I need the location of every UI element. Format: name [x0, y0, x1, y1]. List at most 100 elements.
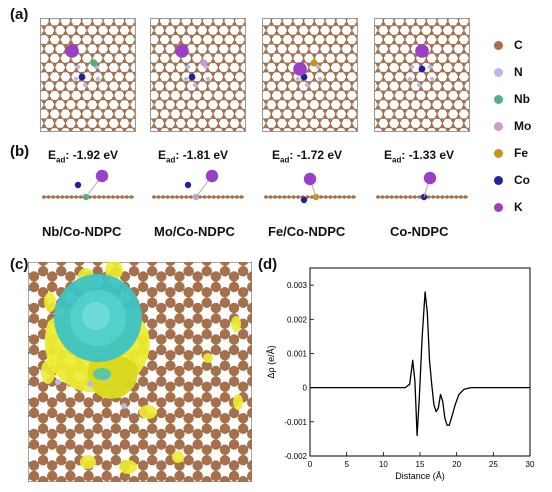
- x-axis-label: Distance (Å): [395, 471, 445, 481]
- system-name: Mo/Co-NDPC: [154, 224, 235, 239]
- slab-top-view: [375, 19, 469, 131]
- cobalt-atom: [184, 181, 192, 189]
- nitrogen-atom: [295, 76, 301, 82]
- carbon-atoms: [264, 19, 357, 131]
- charge-density-map: [28, 262, 252, 482]
- legend-item: Co: [494, 173, 530, 187]
- legend-item: N: [494, 65, 523, 79]
- slab-top-view: [151, 19, 245, 131]
- potassium-atom: [65, 44, 79, 58]
- cobalt-atom: [74, 181, 82, 189]
- potassium-atom: [95, 169, 109, 183]
- bond-network: [151, 19, 245, 131]
- x-tick-label: 25: [489, 460, 498, 469]
- system-name: Co-NDPC: [390, 224, 449, 239]
- atom-swatch-icon: [494, 148, 503, 158]
- potassium-atom: [303, 172, 317, 186]
- x-tick-label: 0: [308, 460, 313, 469]
- slab-side-view: [152, 169, 244, 201]
- system-name: Fe/Co-NDPC: [268, 224, 346, 239]
- y-tick-label: 0.001: [287, 349, 308, 358]
- atom-swatch-icon: [494, 40, 503, 50]
- bond-network: [375, 19, 469, 131]
- dopant-atom: [200, 59, 208, 67]
- panel-label-b: (b): [10, 143, 30, 160]
- plot-frame: [309, 267, 531, 457]
- potassium-atom: [205, 169, 219, 183]
- nitrogen-atom: [183, 76, 189, 82]
- slab-side-view: [376, 171, 468, 201]
- nitrogen-atom: [82, 82, 88, 88]
- charge-difference-chart: 0 5 10 15 20 25 30 -0.002 -0.001 0 0.001 0.002 0.003…: [266, 267, 535, 481]
- legend-label: Mo: [514, 119, 532, 133]
- cobalt-atom: [188, 73, 196, 81]
- potassium-atom: [415, 44, 429, 58]
- legend-item: Fe: [494, 146, 528, 160]
- slab-top-view: [263, 19, 357, 131]
- legend-label: K: [514, 200, 523, 214]
- side-view-nb-co: [40, 166, 136, 208]
- legend-label: Nb: [514, 92, 530, 106]
- top-view-fe-co: [262, 18, 358, 132]
- nitrogen-atom: [205, 76, 211, 82]
- nitrogen-atom: [304, 82, 310, 88]
- atom-swatch-icon: [494, 94, 503, 104]
- bond-network: [263, 19, 357, 131]
- panel-label-c: (c): [10, 256, 29, 273]
- legend-label: Fe: [514, 146, 529, 160]
- atom-swatch-icon: [494, 175, 503, 185]
- adsorption-energy: Ead: -1.72 eV: [272, 148, 343, 165]
- dopant-atom: [310, 59, 318, 67]
- legend-item: C: [494, 38, 523, 52]
- density-isosurfaces: [41, 262, 243, 474]
- legend-label: Co: [514, 173, 530, 187]
- legend-item: Nb: [494, 92, 530, 106]
- nitrogen-atom: [121, 403, 127, 409]
- potassium-atom: [423, 171, 437, 185]
- nitrogen-atom: [416, 82, 422, 88]
- carbon-atoms: [42, 19, 135, 131]
- atom-swatch-icon: [494, 121, 503, 131]
- nitrogen-atom: [75, 64, 81, 70]
- system-name: Nb/Co-NDPC: [42, 224, 122, 239]
- cobalt-atom: [78, 73, 86, 81]
- atom-swatch-icon: [494, 202, 503, 212]
- y-tick-label: 0: [303, 384, 308, 393]
- nitrogen-atom: [55, 379, 61, 385]
- side-view-co: [374, 166, 470, 208]
- top-view-co: [374, 18, 470, 132]
- nitrogen-atom: [73, 76, 79, 82]
- nitrogen-atom: [317, 76, 323, 82]
- nitrogen-atom: [185, 64, 191, 70]
- y-tick-label: -0.001: [284, 418, 307, 427]
- series-line: [310, 291, 530, 437]
- potassium-atom: [175, 44, 189, 58]
- nitrogen-atom: [192, 82, 198, 88]
- adsorption-energy: Ead: -1.92 eV: [48, 148, 119, 165]
- top-view-nb-co: [40, 18, 136, 132]
- x-tick-label: 10: [379, 460, 388, 469]
- y-tick-label: 0.003: [287, 281, 308, 290]
- panel-label-a: (a): [10, 6, 29, 23]
- panel-label-d: (d): [258, 256, 278, 273]
- slab-top-view: [41, 19, 135, 131]
- nitrogen-atom: [87, 381, 93, 387]
- slab-side-view: [42, 169, 134, 201]
- top-view-mo-co: [150, 18, 246, 132]
- x-tick-label: 30: [526, 460, 535, 469]
- legend-label: N: [514, 65, 523, 79]
- legend-item: Mo: [494, 119, 531, 133]
- legend-item: K: [494, 200, 523, 214]
- x-tick-label: 15: [416, 460, 425, 469]
- cobalt-atom: [418, 65, 426, 73]
- dopant-atom: [90, 59, 98, 67]
- adsorption-energy: Ead: -1.33 eV: [384, 148, 455, 165]
- nitrogen-atom: [95, 76, 101, 82]
- adsorption-energy: Ead: -1.81 eV: [158, 148, 229, 165]
- nitrogen-atom: [407, 76, 413, 82]
- cobalt-atom: [300, 196, 308, 204]
- nitrogen-atom: [429, 76, 435, 82]
- carbon-atoms: [152, 19, 245, 131]
- bond-network: [41, 19, 135, 131]
- nitrogen-atom: [427, 64, 433, 70]
